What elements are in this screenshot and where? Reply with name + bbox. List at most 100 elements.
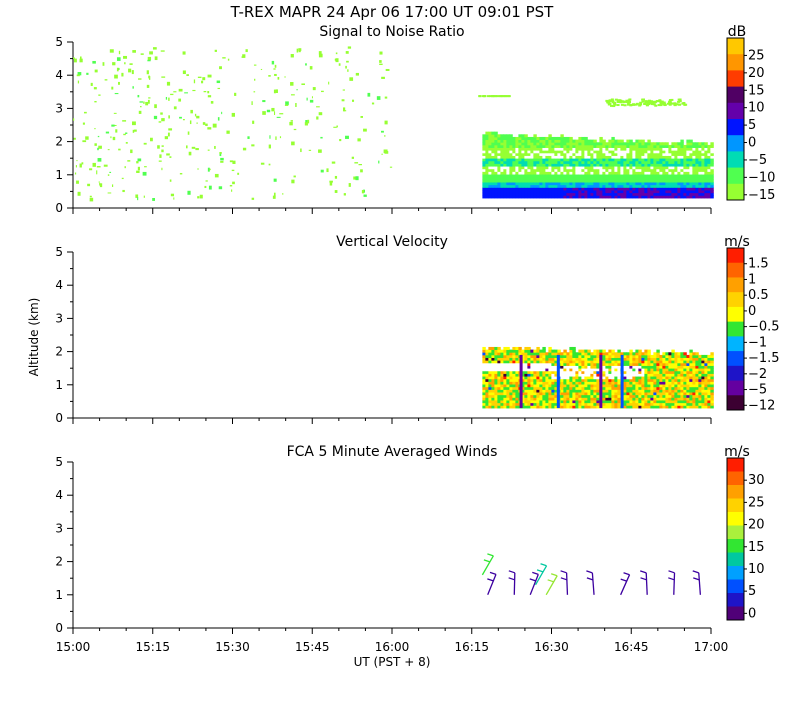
snr-pixel <box>590 163 594 167</box>
snr-pixel <box>491 147 495 151</box>
vv-pixel <box>632 357 636 361</box>
snr-pixel <box>524 150 528 154</box>
vv-pixel <box>566 397 570 401</box>
vv-pixel <box>698 392 702 396</box>
vv-pixel <box>698 373 702 377</box>
vv-pixel <box>707 394 711 398</box>
vv-pixel <box>515 389 519 393</box>
snr-pixel <box>620 176 624 180</box>
snr-pixel <box>572 147 576 151</box>
vv-pixel <box>596 384 600 388</box>
vv-pixel <box>584 349 588 353</box>
snr-pixel <box>572 179 576 183</box>
vv-pixel <box>545 376 549 380</box>
snr-pixel <box>488 187 492 191</box>
snr-pixel <box>656 174 660 178</box>
snr-pixel <box>494 131 498 135</box>
vv-pixel <box>515 384 519 388</box>
vv-pixel <box>494 354 498 358</box>
vv-pixel <box>524 392 528 396</box>
snr-pixel <box>704 166 708 170</box>
snr-pixel <box>698 168 702 172</box>
vv-pixel <box>521 362 525 366</box>
snr-pixel <box>548 184 552 188</box>
vv-pixel <box>644 394 648 398</box>
vv-pixel <box>584 386 588 390</box>
vv-pixel <box>548 362 552 366</box>
snr-pixel <box>590 152 594 156</box>
snr-pixel <box>527 155 531 159</box>
vv-pixel <box>494 352 498 356</box>
vv-pixel <box>656 384 660 388</box>
snr-pixel <box>639 103 643 106</box>
x-tick-label: 16:30 <box>534 640 569 654</box>
snr-pixel <box>560 144 564 148</box>
snr-pixel <box>569 192 573 196</box>
snr-pixel <box>581 184 585 188</box>
snr-pixel <box>653 101 657 104</box>
vv-pixel <box>668 405 672 409</box>
vv-pixel <box>695 386 699 390</box>
vv-pixel <box>566 370 570 374</box>
wind-barb-flag <box>540 563 547 567</box>
snr-pixel <box>665 195 669 199</box>
snr-pixel <box>644 171 648 175</box>
vv-pixel <box>485 405 489 409</box>
snr-pixel <box>515 187 519 191</box>
snr-pixel <box>590 182 594 186</box>
snr-pixel <box>527 174 531 178</box>
snr-pixel <box>557 182 561 186</box>
vv-pixel <box>623 365 627 369</box>
vv-pixel <box>566 402 570 406</box>
vv-pixel <box>683 370 687 374</box>
vv-pixel <box>527 376 531 380</box>
snr-pixel <box>530 171 534 175</box>
vv-streak <box>556 354 560 409</box>
snr-pixel <box>581 144 585 148</box>
snr-pixel <box>515 168 519 172</box>
snr-pixel <box>545 150 549 154</box>
vv-pixel <box>707 386 711 390</box>
snr-pixel <box>653 144 657 148</box>
snr-pixel <box>620 103 624 106</box>
snr-pixel <box>686 171 690 175</box>
vv-pixel <box>704 381 708 385</box>
snr-pixel <box>689 168 693 172</box>
vv-pixel <box>641 362 645 366</box>
vv-pixel <box>494 381 498 385</box>
vv-pixel <box>644 400 648 404</box>
vv-pixel <box>653 370 657 374</box>
vv-pixel <box>584 376 588 380</box>
snr-pixel <box>545 147 549 151</box>
snr-pixel <box>590 158 594 162</box>
snr-pixel <box>560 179 564 183</box>
vv-pixel <box>539 405 543 409</box>
snr-pixel <box>668 152 672 156</box>
vv-pixel <box>674 389 678 393</box>
vv-pixel <box>617 378 621 382</box>
snr-pixel <box>360 169 363 173</box>
vv-pixel <box>551 354 555 358</box>
snr-pixel <box>701 147 705 151</box>
vv-pixel <box>536 402 540 406</box>
vv-pixel <box>539 397 543 401</box>
snr-pixel <box>148 75 151 79</box>
vv-pixel <box>512 365 516 369</box>
vv-pixel <box>653 400 657 404</box>
snr-pixel <box>217 117 220 121</box>
vv-pixel <box>695 405 699 409</box>
vv-pixel <box>488 365 492 369</box>
snr-pixel <box>536 190 540 194</box>
snr-pixel <box>488 158 492 162</box>
snr-pixel <box>533 184 537 188</box>
vv-pixel <box>662 365 666 369</box>
snr-pixel <box>575 190 579 194</box>
snr-pixel <box>506 144 510 148</box>
snr-pixel <box>497 174 501 178</box>
vv-pixel <box>503 349 507 353</box>
snr-pixel <box>575 142 579 146</box>
vv-pixel <box>503 354 507 358</box>
vv-pixel <box>524 370 528 374</box>
snr-pixel <box>545 182 549 186</box>
snr-pixel <box>545 160 549 164</box>
